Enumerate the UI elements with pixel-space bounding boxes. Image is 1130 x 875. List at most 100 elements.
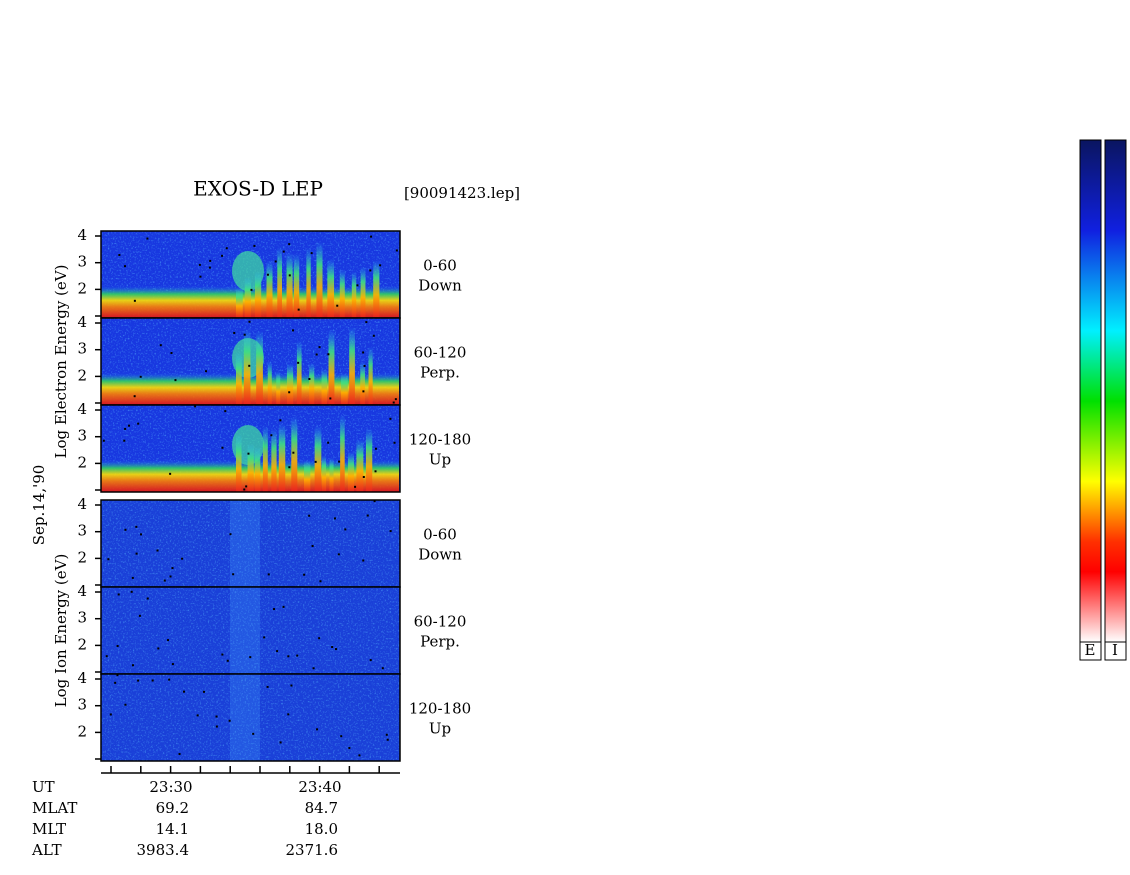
dropout — [379, 264, 382, 267]
dropout — [133, 395, 136, 398]
dropout — [243, 333, 246, 336]
dropout — [327, 441, 330, 444]
title: EXOS-D LEP — [193, 177, 323, 201]
streak — [327, 259, 335, 318]
dropout — [181, 557, 184, 560]
streak — [321, 455, 327, 492]
dropout — [292, 451, 295, 454]
dropout — [209, 259, 212, 262]
dropout — [233, 331, 236, 334]
streak — [291, 416, 298, 492]
direction: Down — [418, 546, 462, 564]
dropout — [159, 344, 162, 347]
dropout — [123, 439, 126, 442]
colorbar-label-box — [1079, 641, 1102, 661]
ephemeris-value: 18.0 — [305, 820, 338, 838]
dropout — [365, 321, 368, 324]
dropout — [336, 304, 339, 307]
dropout — [225, 247, 228, 250]
energy-tick-label: 3 — [77, 522, 87, 540]
dropout — [168, 678, 171, 681]
date: Sep.14,'90 — [30, 465, 48, 546]
streak — [293, 253, 300, 318]
dropout — [163, 579, 166, 582]
ephemeris-value: 14.1 — [156, 820, 189, 838]
pitch-angle-range: 60-120 — [414, 344, 467, 362]
dropout — [228, 719, 231, 722]
dropout — [171, 663, 174, 666]
dropout — [247, 452, 250, 455]
dropout — [311, 545, 314, 548]
dropout — [297, 361, 300, 364]
dropout — [389, 530, 392, 533]
dropout — [274, 260, 277, 263]
dropout — [135, 552, 138, 555]
panel-frame — [100, 673, 401, 762]
ephemeris-name: ALT — [31, 841, 62, 859]
dropout — [362, 475, 365, 478]
dropout — [362, 351, 365, 354]
dropout — [270, 434, 273, 437]
dropout — [331, 646, 334, 649]
dropout — [183, 690, 186, 693]
ephemeris-name: UT — [32, 778, 55, 796]
dropout — [373, 500, 376, 503]
dropout — [372, 334, 375, 337]
dropout — [287, 713, 290, 716]
energy-tick-label: 2 — [77, 635, 87, 653]
dropout — [253, 244, 256, 247]
streak — [247, 443, 254, 492]
streak — [304, 460, 311, 492]
dropout — [245, 485, 248, 488]
dropout — [267, 573, 270, 576]
energy-tick-label: 3 — [77, 340, 87, 358]
dropout — [310, 252, 313, 255]
streak — [349, 326, 355, 405]
streak — [339, 269, 345, 318]
dropout — [118, 253, 121, 256]
streak — [314, 425, 322, 492]
ephemeris-name: MLAT — [32, 799, 77, 817]
streak — [309, 363, 315, 405]
dropout — [369, 269, 372, 272]
streak — [286, 252, 293, 318]
direction: Up — [429, 720, 451, 738]
streak — [368, 346, 373, 405]
dropout — [130, 590, 133, 593]
faint-feature — [230, 587, 260, 674]
dropout — [146, 237, 149, 240]
dropout — [348, 747, 351, 750]
dropout — [117, 593, 120, 596]
dropout — [358, 754, 361, 757]
dropout — [221, 254, 224, 257]
dropout — [138, 614, 141, 617]
direction: Perp. — [420, 364, 460, 382]
dropout — [243, 488, 246, 491]
dropout — [318, 637, 321, 640]
dropout — [296, 654, 299, 657]
direction: Down — [418, 277, 462, 295]
streak — [267, 361, 272, 405]
dropout — [205, 370, 208, 373]
dropout — [131, 664, 134, 667]
dropout — [157, 647, 160, 650]
streak — [316, 241, 323, 318]
dropout — [333, 517, 336, 520]
dropout — [249, 656, 252, 659]
dropout — [194, 405, 197, 408]
dropout — [287, 655, 290, 658]
dropout — [340, 735, 343, 738]
dropout — [288, 243, 291, 246]
dropout — [208, 266, 211, 269]
streak — [328, 329, 335, 405]
colorbar-label: E — [1085, 641, 1096, 659]
dropout — [308, 377, 311, 380]
dropout — [169, 472, 172, 475]
energy-tick-label: 3 — [77, 609, 87, 627]
streak — [351, 271, 357, 318]
streak — [254, 447, 261, 492]
dropout — [151, 679, 154, 682]
pitch-angle-range: 0-60 — [423, 526, 457, 544]
dropout — [135, 525, 138, 528]
